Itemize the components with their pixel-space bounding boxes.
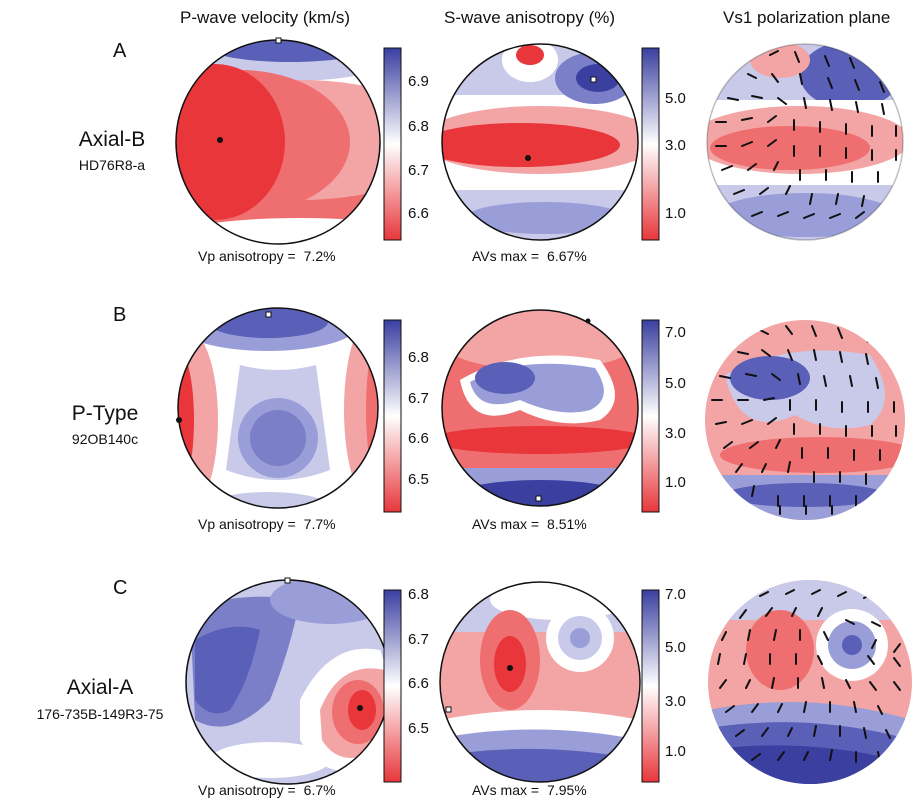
vp-tick: 6.5: [408, 471, 429, 488]
avs-caption-label: AVs max =: [472, 248, 540, 264]
row-name-c: Axial-A: [66, 676, 134, 699]
row-name-b: P-Type: [71, 402, 139, 425]
avs-caption-label: AVs max =: [472, 782, 540, 798]
vp-caption-b: Vp anisotropy = 7.7%: [198, 516, 336, 532]
avs-caption-value: 8.51%: [547, 516, 587, 532]
vp-colorbar-c: 6.8 6.7 6.6 6.5: [383, 586, 429, 783]
vp-tick: 6.7: [408, 162, 429, 179]
avs-caption-value: 6.67%: [547, 248, 587, 264]
row-sample-a: HD76R8-a: [78, 157, 146, 173]
vp-stereonet-a: [175, 37, 381, 245]
vs1-ticks-b: [711, 325, 897, 515]
avs-tick: 1.0: [665, 474, 686, 491]
avs-caption-value: 7.95%: [547, 782, 587, 798]
vp-caption-a: Vp anisotropy = 7.2%: [198, 248, 336, 264]
avs-tick: 5.0: [665, 90, 686, 107]
vp-tick: 6.5: [408, 720, 429, 737]
row-sample-c: 176-735B-149R3-75: [36, 706, 164, 722]
vp-caption-value: 6.7%: [303, 782, 336, 798]
avs-colorbar-a: 5.0 3.0 1.0: [641, 47, 686, 241]
vs1-stereonet-b: [705, 320, 905, 520]
avs-tick: 5.0: [665, 375, 686, 392]
vs1-stereonet-c: [708, 580, 912, 784]
row-name-a: Axial-B: [78, 128, 146, 151]
vp-tick: 6.6: [408, 675, 429, 692]
vp-caption-label: Vp anisotropy =: [198, 782, 296, 798]
column-title-vs1: Vs1 polarization plane: [723, 8, 891, 27]
vp-tick: 6.6: [408, 430, 429, 447]
column-title-avs: S-wave anisotropy (%): [444, 8, 616, 27]
vp-colorbar-b: 6.8 6.7 6.6 6.5: [383, 319, 429, 513]
vs1-stereonet-a: [706, 43, 904, 241]
avs-tick: 7.0: [665, 324, 686, 341]
row-letter-c: C: [113, 577, 128, 599]
avs-caption-a: AVs max = 6.67%: [472, 248, 587, 264]
vs1-ticks-a: [715, 50, 897, 219]
vp-tick: 6.9: [408, 73, 429, 90]
vp-tick: 6.8: [408, 118, 429, 135]
avs-stereonet-b: [441, 309, 639, 507]
vp-caption-c: Vp anisotropy = 6.7%: [198, 782, 336, 798]
avs-stereonet-c: [439, 581, 641, 783]
avs-tick: 7.0: [665, 586, 686, 603]
vp-stereonet-c: [185, 577, 391, 785]
avs-colorbar-c: 7.0 5.0 3.0 1.0: [641, 586, 686, 783]
avs-caption-b: AVs max = 8.51%: [472, 516, 587, 532]
vp-caption-value: 7.7%: [303, 516, 336, 532]
vp-tick: 6.8: [408, 586, 429, 603]
vp-caption-label: Vp anisotropy =: [198, 248, 296, 264]
avs-tick: 1.0: [665, 205, 686, 222]
row-letter-b: B: [113, 304, 127, 326]
avs-stereonet-a: [441, 43, 639, 241]
avs-tick: 3.0: [665, 425, 686, 442]
vp-tick: 6.8: [408, 349, 429, 366]
avs-tick: 3.0: [665, 693, 686, 710]
avs-tick: 5.0: [665, 639, 686, 656]
vp-stereonet-b: [176, 307, 379, 509]
avs-caption-label: AVs max =: [472, 516, 540, 532]
row-sample-b: 92OB140c: [71, 431, 139, 447]
vp-caption-value: 7.2%: [303, 248, 336, 264]
avs-tick: 1.0: [665, 743, 686, 760]
vs1-ticks-c: [717, 589, 905, 763]
vp-colorbar-a: 6.9 6.8 6.7 6.6: [383, 47, 429, 241]
vp-tick: 6.7: [408, 631, 429, 648]
avs-colorbar-b: 7.0 5.0 3.0 1.0: [641, 319, 686, 513]
column-title-vp: P-wave velocity (km/s): [180, 8, 351, 27]
row-letter-a: A: [113, 40, 127, 62]
vp-tick: 6.7: [408, 390, 429, 407]
vp-caption-label: Vp anisotropy =: [198, 516, 296, 532]
avs-tick: 3.0: [665, 137, 686, 154]
vp-tick: 6.6: [408, 205, 429, 222]
avs-caption-c: AVs max = 7.95%: [472, 782, 587, 798]
